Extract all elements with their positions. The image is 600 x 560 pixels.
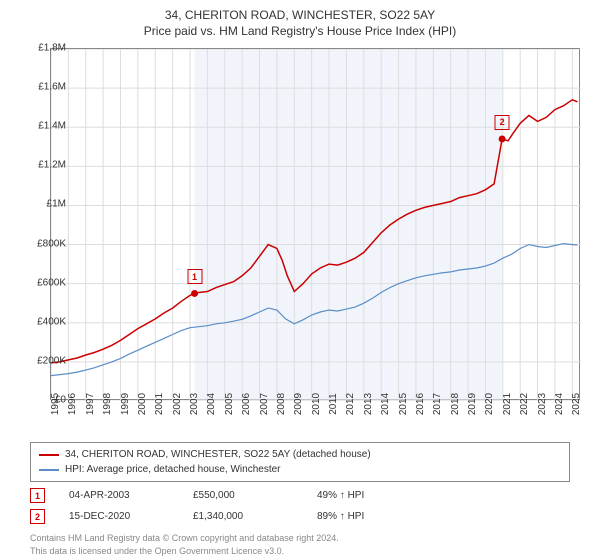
x-axis-label: 1995 [50, 393, 61, 415]
x-axis-label: 2012 [345, 393, 356, 415]
x-axis-label: 2024 [554, 393, 565, 415]
y-axis-label: £1M [26, 199, 66, 210]
x-axis-label: 2020 [484, 393, 495, 415]
x-axis-label: 2015 [398, 393, 409, 415]
transaction-vs-hpi: 49% ↑ HPI [317, 490, 417, 501]
x-axis-label: 1997 [85, 393, 96, 415]
x-axis-label: 1998 [102, 393, 113, 415]
footer: 34, CHERITON ROAD, WINCHESTER, SO22 5AY … [30, 442, 570, 557]
legend-item: HPI: Average price, detached house, Winc… [39, 462, 561, 477]
transaction-price: £550,000 [193, 490, 293, 501]
chart-subtitle: Price paid vs. HM Land Registry's House … [0, 22, 600, 44]
x-axis-label: 2023 [537, 393, 548, 415]
x-axis-label: 2013 [363, 393, 374, 415]
sale-marker-2: 2 [495, 115, 510, 130]
x-axis-label: 2019 [467, 393, 478, 415]
x-axis-label: 1996 [67, 393, 78, 415]
chart-container: 34, CHERITON ROAD, WINCHESTER, SO22 5AY … [0, 0, 600, 560]
y-axis-label: £800K [26, 238, 66, 249]
x-axis-label: 2009 [293, 393, 304, 415]
x-axis-label: 2022 [519, 393, 530, 415]
credit-line: This data is licensed under the Open Gov… [30, 545, 570, 558]
y-axis-label: £1.6M [26, 82, 66, 93]
plot-area: 12 [50, 48, 580, 400]
x-axis-label: 2011 [328, 393, 339, 415]
x-axis-label: 2000 [137, 393, 148, 415]
plot-svg [51, 49, 581, 401]
y-axis-label: £600K [26, 277, 66, 288]
credits: Contains HM Land Registry data © Crown c… [30, 532, 570, 557]
transaction-vs-hpi: 89% ↑ HPI [317, 511, 417, 522]
transaction-row: 1 04-APR-2003 £550,000 49% ↑ HPI [30, 488, 570, 503]
credit-line: Contains HM Land Registry data © Crown c… [30, 532, 570, 545]
legend-swatch [39, 454, 59, 456]
transaction-price: £1,340,000 [193, 511, 293, 522]
transaction-row: 2 15-DEC-2020 £1,340,000 89% ↑ HPI [30, 509, 570, 524]
y-axis-label: £200K [26, 355, 66, 366]
x-axis-label: 2021 [502, 393, 513, 415]
legend-box: 34, CHERITON ROAD, WINCHESTER, SO22 5AY … [30, 442, 570, 482]
x-axis-label: 2017 [432, 393, 443, 415]
legend-label: HPI: Average price, detached house, Winc… [65, 462, 281, 477]
transaction-marker: 2 [30, 509, 45, 524]
x-axis-label: 2008 [276, 393, 287, 415]
x-axis-label: 2007 [259, 393, 270, 415]
x-axis-label: 2025 [571, 393, 582, 415]
transaction-date: 15-DEC-2020 [69, 511, 169, 522]
x-axis-label: 2016 [415, 393, 426, 415]
x-axis-label: 2018 [450, 393, 461, 415]
y-axis-label: £400K [26, 316, 66, 327]
x-axis-label: 2006 [241, 393, 252, 415]
x-axis-label: 2010 [311, 393, 322, 415]
x-axis-label: 2001 [154, 393, 165, 415]
sale-marker-1: 1 [187, 269, 202, 284]
transaction-date: 04-APR-2003 [69, 490, 169, 501]
x-axis-label: 2014 [380, 393, 391, 415]
legend-label: 34, CHERITON ROAD, WINCHESTER, SO22 5AY … [65, 447, 371, 462]
legend-item: 34, CHERITON ROAD, WINCHESTER, SO22 5AY … [39, 447, 561, 462]
x-axis-label: 2002 [172, 393, 183, 415]
x-axis-label: 1999 [120, 393, 131, 415]
transaction-marker: 1 [30, 488, 45, 503]
y-axis-label: £1.2M [26, 160, 66, 171]
chart-title: 34, CHERITON ROAD, WINCHESTER, SO22 5AY [0, 0, 600, 22]
y-axis-label: £1.4M [26, 121, 66, 132]
x-axis-label: 2004 [206, 393, 217, 415]
legend-swatch [39, 469, 59, 471]
x-axis-label: 2003 [189, 393, 200, 415]
x-axis-label: 2005 [224, 393, 235, 415]
y-axis-label: £1.8M [26, 43, 66, 54]
